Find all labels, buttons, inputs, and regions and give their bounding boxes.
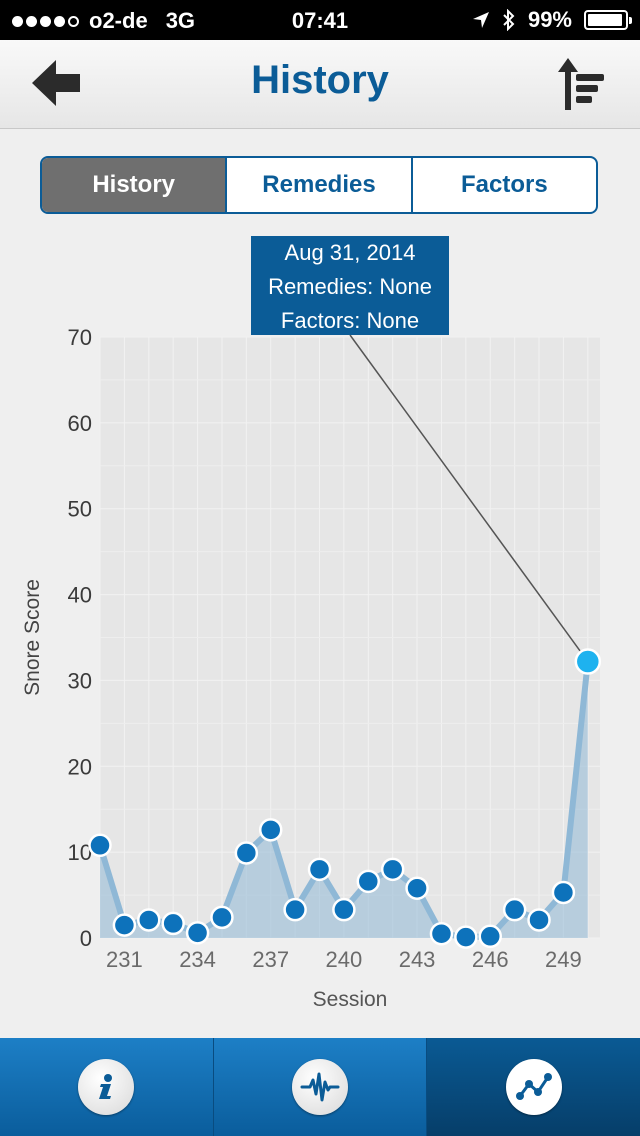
data-point[interactable] <box>210 905 234 930</box>
data-point[interactable] <box>356 869 381 894</box>
tooltip-remedies: Remedies: None <box>268 274 432 299</box>
x-tick-label: 249 <box>545 947 582 972</box>
data-point[interactable] <box>307 857 332 882</box>
y-tick-label: 50 <box>68 497 92 522</box>
y-axis-label: Snore Score <box>21 579 44 696</box>
data-point[interactable] <box>478 924 502 949</box>
x-tick-label: 234 <box>179 947 216 972</box>
back-button[interactable] <box>30 58 84 108</box>
data-point-selected[interactable] <box>574 648 602 675</box>
sort-button[interactable] <box>556 56 606 112</box>
location-arrow-icon <box>472 12 489 28</box>
segment-remedies[interactable]: Remedies <box>225 158 410 212</box>
x-tick-label: 240 <box>326 947 363 972</box>
tab-history[interactable] <box>427 1038 640 1136</box>
tooltip-date: Aug 31, 2014 <box>285 240 416 265</box>
status-bar: o2-de 3G 07:41 99% <box>0 0 640 40</box>
x-tick-label: 246 <box>472 947 509 972</box>
data-point[interactable] <box>551 880 576 905</box>
x-tick-label: 231 <box>106 947 143 972</box>
tooltip-box <box>251 236 449 335</box>
back-arrow-icon <box>32 60 80 106</box>
y-tick-label: 10 <box>68 840 92 865</box>
y-tick-label: 40 <box>68 583 92 608</box>
data-point[interactable] <box>137 908 161 932</box>
tooltip-factors: Factors: None <box>281 308 419 333</box>
signal-strength-icon <box>12 15 79 27</box>
battery-icon <box>584 10 632 30</box>
data-point[interactable] <box>332 897 356 922</box>
sort-icon <box>558 58 604 110</box>
status-left: o2-de 3G <box>12 8 195 34</box>
waveform-icon <box>292 1059 348 1115</box>
data-point[interactable] <box>185 921 210 945</box>
data-point[interactable] <box>234 841 259 865</box>
view-segmented-control: History Remedies Factors <box>40 156 598 214</box>
data-point[interactable] <box>283 897 307 922</box>
data-point[interactable] <box>161 911 185 936</box>
data-point[interactable] <box>502 897 527 922</box>
tab-info[interactable] <box>0 1038 214 1136</box>
y-tick-label: 0 <box>80 926 92 951</box>
x-tick-label: 243 <box>399 947 436 972</box>
status-time: 07:41 <box>291 8 349 33</box>
snore-score-chart[interactable]: 0 10 20 30 40 50 60 70 231 234 237 240 243 246 249 Sess… <box>0 230 640 1030</box>
tab-bar <box>0 1038 640 1136</box>
data-point[interactable] <box>112 913 137 937</box>
page-title: History <box>251 58 389 102</box>
data-point[interactable] <box>527 908 551 932</box>
network-type: 3G <box>165 8 196 33</box>
tab-recording[interactable] <box>213 1038 428 1136</box>
data-point[interactable] <box>405 876 429 900</box>
y-tick-label: 20 <box>68 754 92 779</box>
carrier-name: o2-de <box>89 8 148 33</box>
x-axis-label: Session <box>313 988 388 1011</box>
navigation-bar: History <box>0 40 640 129</box>
status-right: 99% <box>472 7 632 33</box>
segment-factors[interactable]: Factors <box>410 158 596 212</box>
data-point[interactable] <box>454 925 478 949</box>
segment-history[interactable]: History <box>42 158 226 212</box>
data-point[interactable] <box>380 857 405 882</box>
info-icon <box>78 1059 135 1115</box>
chart-icon <box>505 1059 562 1115</box>
y-tick-label: 60 <box>68 411 92 436</box>
y-tick-label: 70 <box>68 325 92 350</box>
data-point[interactable] <box>88 833 112 858</box>
data-point[interactable] <box>258 818 283 842</box>
data-point[interactable] <box>429 921 454 946</box>
tooltip-connector <box>349 334 589 662</box>
bluetooth-icon <box>503 9 515 31</box>
y-tick-label: 30 <box>68 668 92 693</box>
battery-percent: 99% <box>527 7 572 32</box>
x-tick-label: 237 <box>252 947 289 972</box>
